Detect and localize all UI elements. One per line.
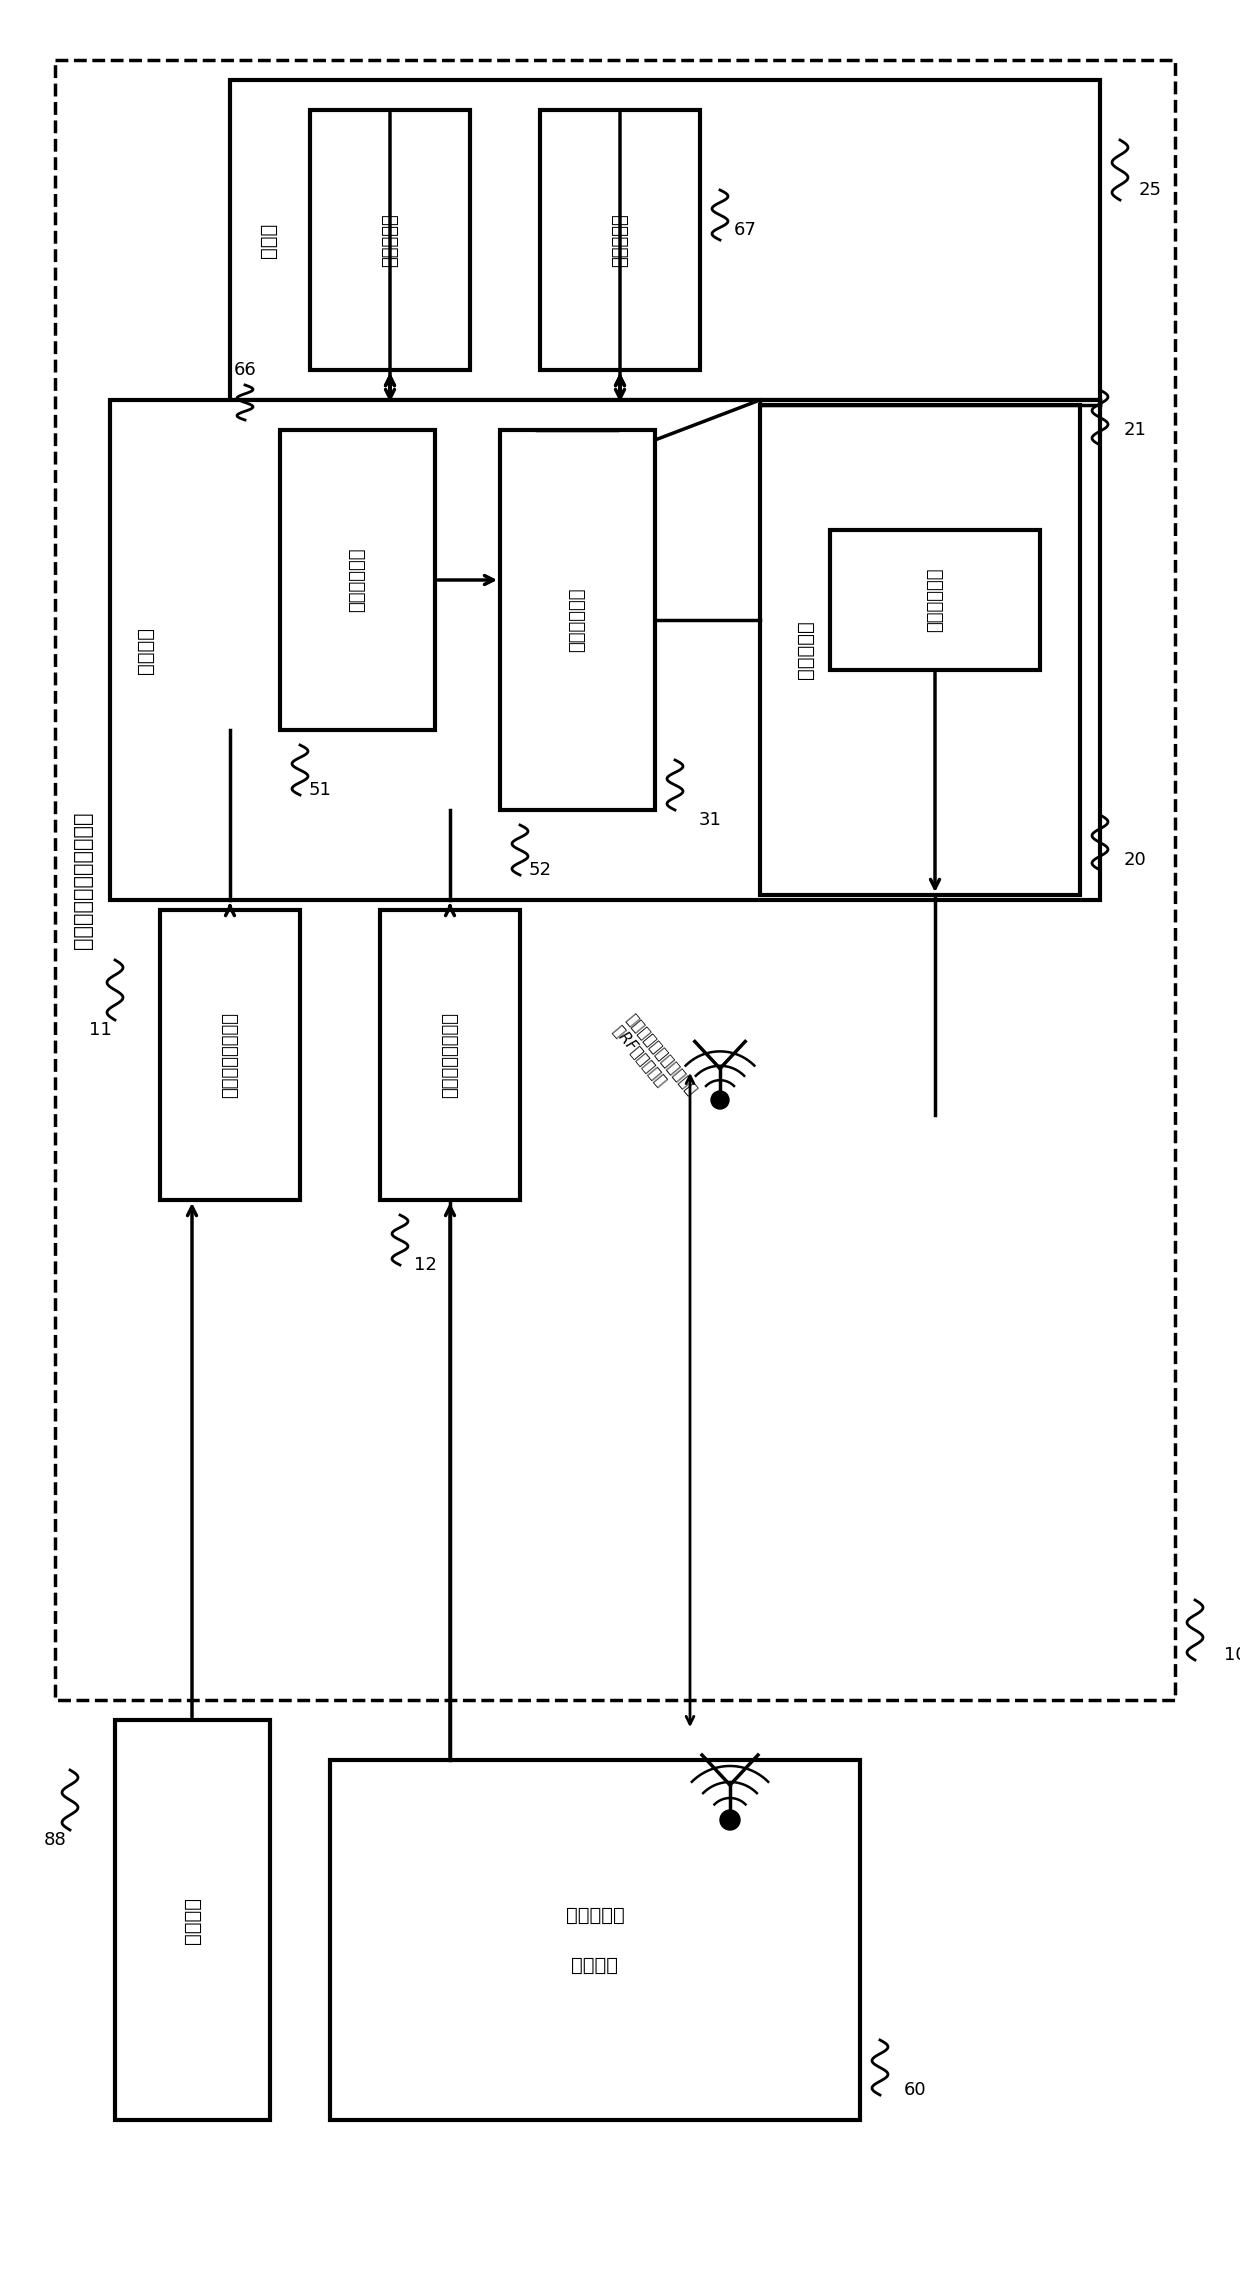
Text: 第二数据采集接口: 第二数据采集接口 <box>441 1012 459 1099</box>
Text: 交互式发光: 交互式发光 <box>565 1906 625 1924</box>
Text: 第一数据采集接口: 第一数据采集接口 <box>221 1012 239 1099</box>
Text: 第二数据库: 第二数据库 <box>611 212 629 267</box>
Text: 11: 11 <box>88 1021 112 1040</box>
Circle shape <box>720 1810 740 1831</box>
Text: 效果装置: 效果装置 <box>572 1956 619 1974</box>
Text: 储存器: 储存器 <box>258 223 278 258</box>
Bar <box>229 80 1100 399</box>
Text: 交互式发光效果控制系统: 交互式发光效果控制系统 <box>73 812 93 948</box>
Text: 25: 25 <box>1138 180 1162 198</box>
Text: 60: 60 <box>904 2082 926 2100</box>
Bar <box>110 399 1100 901</box>
Text: 第二映射单元: 第二映射单元 <box>568 588 587 652</box>
Text: 21: 21 <box>1123 422 1147 440</box>
Text: 88: 88 <box>43 1831 67 1849</box>
Bar <box>330 1760 861 2120</box>
Text: 第一数据库: 第一数据库 <box>381 212 399 267</box>
Bar <box>379 910 520 1199</box>
Text: 31: 31 <box>698 812 722 830</box>
Bar <box>539 109 701 369</box>
Text: 51: 51 <box>309 782 331 798</box>
Text: 发光效果的图案相关数据
的RF数据脉冲串: 发光效果的图案相关数据 的RF数据脉冲串 <box>610 1010 699 1108</box>
Text: 活动票券: 活动票券 <box>182 1897 201 1943</box>
Circle shape <box>711 1092 729 1108</box>
Text: 52: 52 <box>528 862 552 880</box>
Text: 12: 12 <box>414 1256 436 1275</box>
Bar <box>830 529 1040 670</box>
Bar <box>115 1719 270 2120</box>
Bar <box>500 431 655 809</box>
Text: 67: 67 <box>734 221 756 239</box>
Bar <box>760 406 1080 896</box>
Text: 第一映射单元: 第一映射单元 <box>348 547 366 613</box>
Bar <box>160 910 300 1199</box>
Bar <box>280 431 435 730</box>
Bar <box>310 109 470 369</box>
Text: 处理单元: 处理单元 <box>135 627 155 673</box>
Bar <box>55 59 1176 1701</box>
Text: 66: 66 <box>233 360 257 378</box>
Text: 10: 10 <box>1224 1646 1240 1664</box>
Text: 无线传输器: 无线传输器 <box>796 620 815 679</box>
Text: 数据封包单元: 数据封包单元 <box>926 568 944 632</box>
Text: 20: 20 <box>1123 850 1146 869</box>
